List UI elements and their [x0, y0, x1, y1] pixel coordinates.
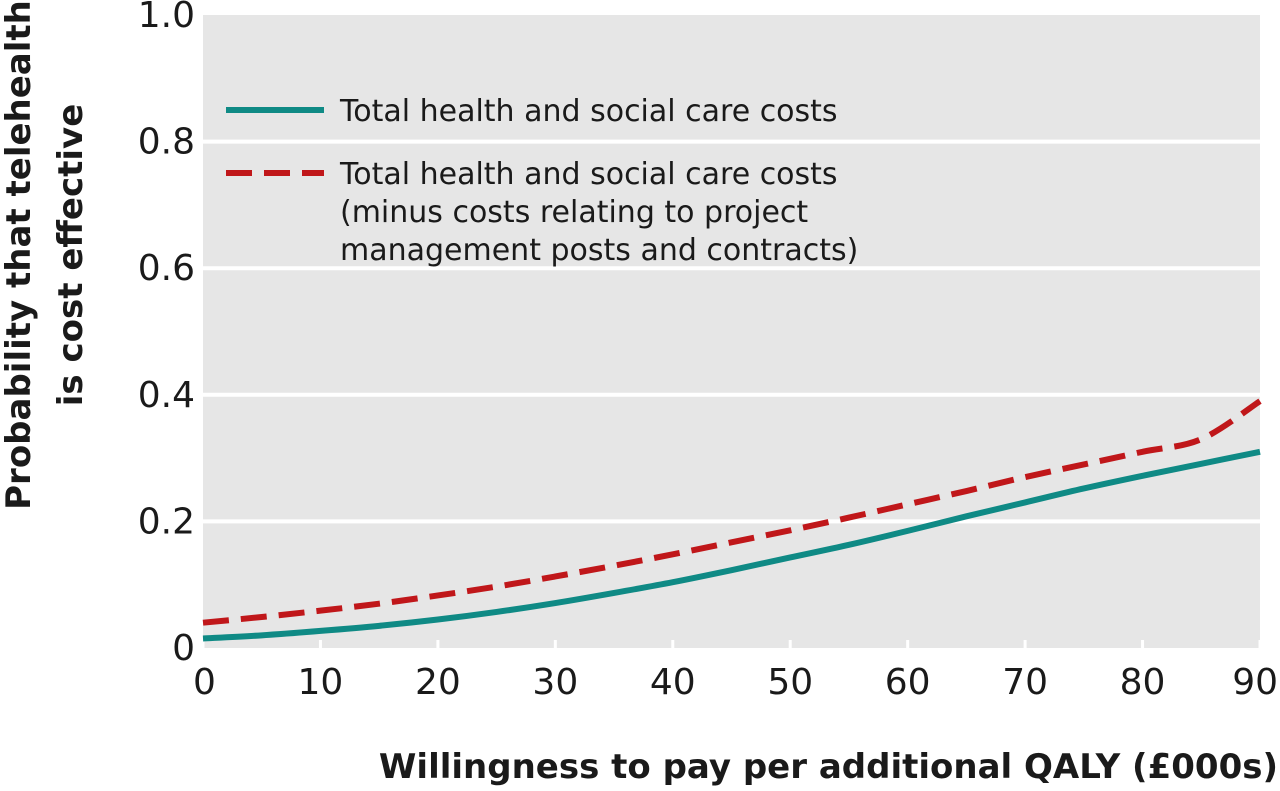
x-tick-label: 60: [885, 662, 931, 703]
x-tick-label: 70: [1002, 662, 1048, 703]
legend-label: management posts and contracts): [340, 233, 858, 268]
y-tick-label: 0: [172, 628, 195, 669]
series-line-2: [202, 398, 1262, 626]
x-tick-label: 90: [1232, 662, 1278, 703]
y-axis-ticks: 0 0.2 0.4 0.6 0.8 1.0: [138, 0, 195, 669]
legend-label: (minus costs relating to project: [340, 195, 808, 230]
legend-label: Total health and social care costs: [339, 94, 838, 129]
y-tick-label: 1.0: [138, 0, 195, 36]
x-axis-title: Willingness to pay per additional QALY (…: [379, 747, 1278, 787]
y-tick-label: 0.6: [138, 248, 195, 289]
x-tick-label: 20: [415, 662, 461, 703]
y-axis-title-line: is cost effective: [51, 104, 91, 407]
y-tick-label: 0.8: [138, 122, 195, 163]
x-tick-label: 80: [1120, 662, 1166, 703]
x-tick-label: 10: [298, 662, 344, 703]
series-lines: [202, 398, 1262, 642]
y-axis-title: Probability that telehealth is cost effec…: [0, 0, 91, 510]
y-tick-label: 0.2: [138, 501, 195, 542]
legend: Total health and social care costs Total …: [226, 94, 858, 268]
y-tick-label: 0.4: [138, 375, 195, 416]
y-axis-title-line: Probability that telehealth: [0, 0, 39, 510]
series-line-1: [202, 448, 1261, 642]
x-tick-label: 50: [767, 662, 813, 703]
gridlines: [203, 139, 1260, 524]
legend-label: Total health and social care costs: [339, 157, 838, 192]
x-tick-label: 30: [532, 662, 578, 703]
x-tick-label: 40: [650, 662, 696, 703]
x-tick-label: 0: [193, 662, 216, 703]
x-axis-ticks: 0 10 20 30 40 50 60 70 80 90: [193, 640, 1278, 703]
